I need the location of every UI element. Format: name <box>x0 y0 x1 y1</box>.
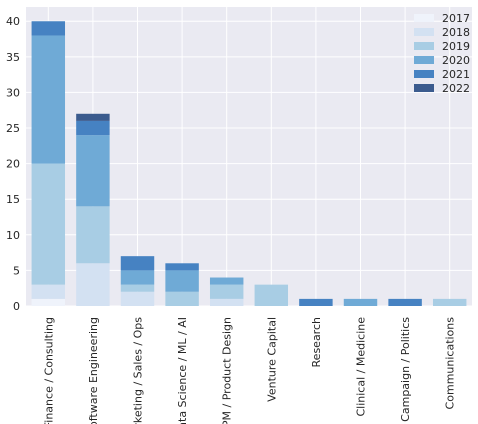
legend-label: 2018 <box>442 26 470 39</box>
legend-label: 2017 <box>442 12 470 25</box>
x-tick-label: Finance / Consulting <box>42 317 55 424</box>
x-tick-label: Software Engineering <box>87 317 100 424</box>
bar-segment <box>31 284 66 299</box>
y-tick-label: 30 <box>6 86 20 99</box>
y-tick-label: 40 <box>6 15 20 28</box>
bar-segment <box>120 256 155 271</box>
bar-segment <box>343 298 378 306</box>
y-tick-label: 25 <box>6 122 20 135</box>
legend-label: 2020 <box>442 54 470 67</box>
y-tick-label: 15 <box>6 193 20 206</box>
bar-segment <box>432 298 467 306</box>
x-tick-label: Communications <box>444 317 457 410</box>
bar-segment <box>31 35 66 164</box>
bar-segment <box>76 113 110 121</box>
bar-segment <box>31 298 66 306</box>
bar-segment <box>254 284 289 306</box>
bar-segment <box>120 270 155 285</box>
y-axis-ticks: 0 5 10 15 20 25 30 35 40 <box>6 15 20 313</box>
bar-segment <box>165 270 199 292</box>
x-tick-label: Venture Capital <box>265 317 278 402</box>
x-tick-label: Marketing / Sales / Ops <box>132 317 145 424</box>
bar-segment <box>76 135 110 207</box>
x-tick-label: Data Science / ML / AI <box>176 317 189 424</box>
y-tick-label: 35 <box>6 51 20 64</box>
y-tick-label: 10 <box>6 229 20 242</box>
y-tick-label: 20 <box>6 158 20 171</box>
bars <box>31 21 467 306</box>
bar-segment <box>388 298 422 306</box>
bar-segment <box>209 277 244 285</box>
legend-label: 2022 <box>442 82 470 95</box>
legend-swatch <box>414 42 434 50</box>
legend-swatch <box>414 84 434 92</box>
legend-label: 2021 <box>442 68 470 81</box>
x-tick-label: PM / Product Design <box>221 317 234 424</box>
bar-segment <box>76 206 110 264</box>
legend-label: 2019 <box>442 40 470 53</box>
x-tick-label: Clinical / Medicine <box>355 317 368 417</box>
bar-segment <box>299 298 333 306</box>
legend-swatch <box>414 56 434 64</box>
bar-segment <box>120 291 155 306</box>
legend-swatch <box>414 14 434 22</box>
bar-segment <box>76 120 110 136</box>
bar-segment <box>120 284 155 292</box>
bar-segment <box>165 291 199 306</box>
legend-swatch <box>414 70 434 78</box>
x-axis-ticks: Finance / Consulting Software Engineering… <box>42 317 456 424</box>
bar-segment <box>209 298 244 306</box>
bar-segment <box>165 263 199 271</box>
y-tick-label: 5 <box>13 264 20 277</box>
bar-segment <box>76 263 110 306</box>
bar-segment <box>209 284 244 299</box>
bar-segment <box>31 163 66 285</box>
y-tick-label: 0 <box>13 300 20 313</box>
x-tick-label: Campaign / Politics <box>399 317 412 422</box>
legend-swatch <box>414 28 434 36</box>
x-tick-label: Research <box>310 317 323 367</box>
bar-segment <box>31 21 66 36</box>
